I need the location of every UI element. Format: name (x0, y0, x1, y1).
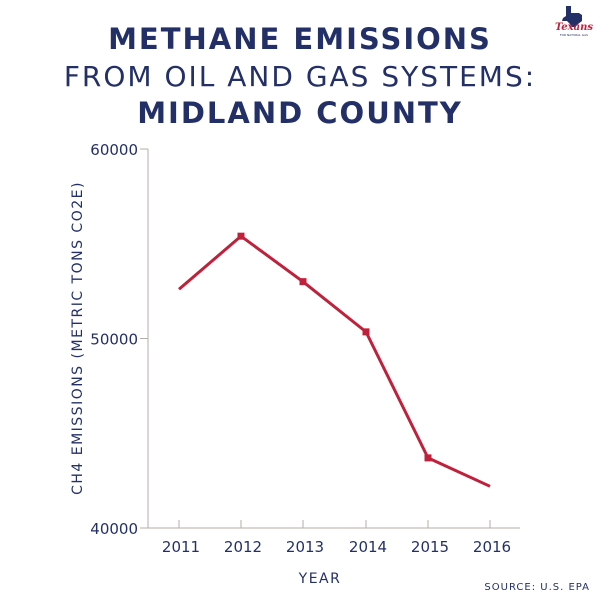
y-tick-label: 40000 (90, 520, 138, 538)
y-tick-label: 50000 (90, 331, 138, 349)
x-tick-label: 2016 (473, 538, 511, 556)
source-note: SOURCE: U.S. EPA (484, 582, 590, 593)
x-tick-label: 2012 (224, 538, 262, 556)
texas-map-star-icon (562, 6, 582, 27)
title-line-2: FROM OIL AND GAS SYSTEMS: (63, 60, 537, 93)
svg-text:Texans: Texans (555, 22, 593, 33)
x-tick-label: 2015 (411, 538, 449, 556)
x-tick-label: 2011 (162, 538, 200, 556)
data-point-marker (362, 328, 370, 336)
y-axis-label: CH4 EMISSIONS (METRIC TONS CO2E) (70, 181, 86, 495)
x-axis-label: YEAR (298, 571, 342, 587)
title-line-3: MIDLAND COUNTY (137, 96, 463, 130)
data-point-marker (424, 454, 432, 462)
y-tick-label: 60000 (90, 141, 138, 159)
svg-text:FOR NATURAL GAS: FOR NATURAL GAS (560, 33, 588, 37)
data-point-marker (299, 278, 307, 286)
texans-logo: Texans FOR NATURAL GAS (555, 6, 593, 37)
series-line (178, 234, 491, 488)
title-line-1: METHANE EMISSIONS (108, 22, 492, 56)
x-tick-label: 2014 (349, 538, 387, 556)
data-point-marker (237, 232, 245, 240)
x-tick-label: 2013 (286, 538, 324, 556)
